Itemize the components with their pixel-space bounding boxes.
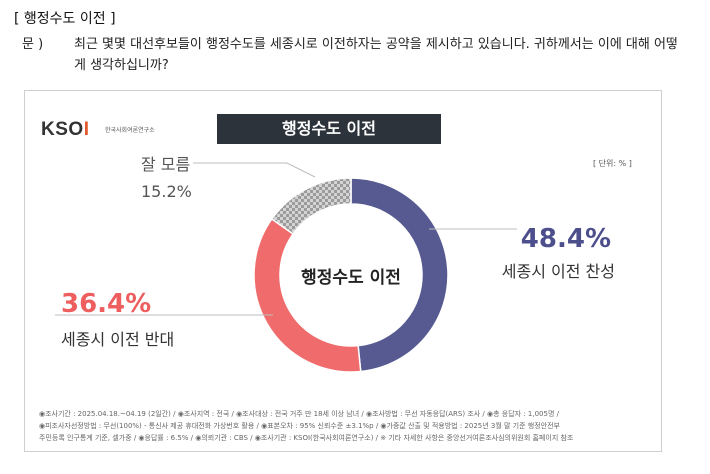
logo-mark: KSOI [41,119,90,140]
category-label-unknown: 잘 모름 [141,155,190,174]
donut-slice-disagree [253,217,362,373]
footnote-line-2: ◉피조사자선정방법 : 무선(100%) - 통신사 제공 휴대전화 가상번호 … [39,422,560,430]
leader-line-unknown [193,162,316,178]
unit-label: [ 단위: % ] [593,159,632,168]
page-title: [ 행정수도 이전 ] [14,11,116,27]
value-label-agree: 48.4% [521,224,611,254]
logo-subtitle: 한국사회여론연구소 [105,127,155,134]
center-label: 행정수도 이전 [301,268,401,288]
footnote-line-3: 주민등록 인구통계 기준, 셀가중 / ◉응답률 : 6.5% / ◉의뢰기관 … [39,434,574,442]
donut-slice-unknown [270,177,352,236]
question-text: 최근 몇몇 대선후보들이 행정수도를 세종시로 이전하자는 공약을 제시하고 있… [74,37,678,73]
survey-footnote: ◉조사기간 : 2025.04.18.~04.19 (2일간) / ◉조사지역 … [39,408,651,444]
category-label-agree: 세종시 이전 찬성 [502,262,615,281]
donut-chart: 행정수도 이전 48.4% 세종시 이전 찬성 36.4% 세종시 이전 반대 … [55,155,615,373]
chart-banner-title: 행정수도 이전 [217,114,441,144]
value-label-unknown: 15.2% [141,182,192,201]
chart-card: KSOI 한국사회여론연구소 행정수도 이전 [ 단위: % ] 행정수도 이전… [24,90,662,452]
question-label: 문 ) [22,37,44,52]
footnote-line-1: ◉조사기간 : 2025.04.18.~04.19 (2일간) / ◉조사지역 … [39,410,559,418]
value-label-disagree: 36.4% [61,289,151,319]
donut-slice-agree [350,177,449,373]
category-label-disagree: 세종시 이전 반대 [61,330,174,349]
